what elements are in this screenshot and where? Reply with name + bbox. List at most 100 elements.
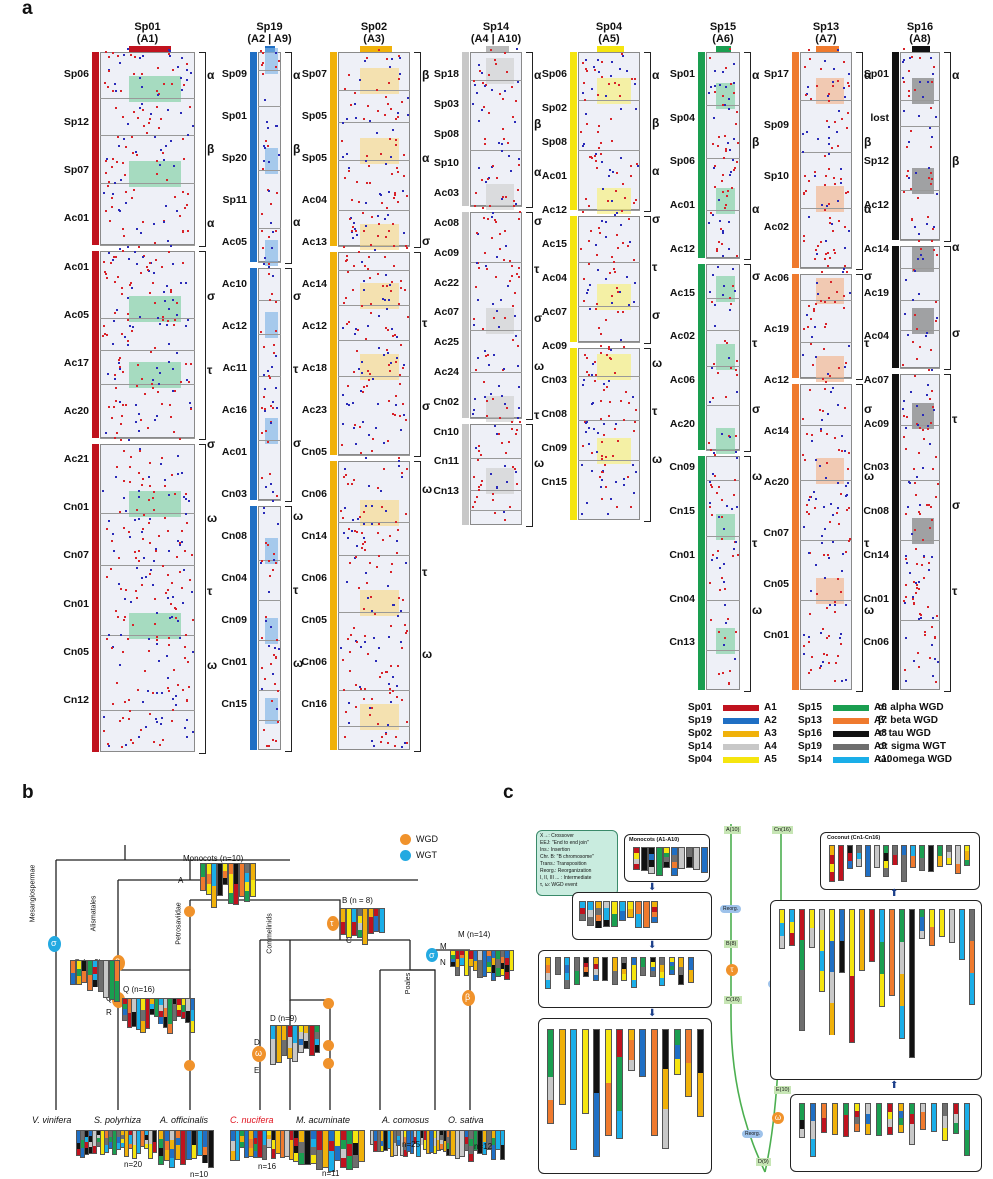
synteny-dot [181,586,184,589]
synteny-dot [605,221,608,224]
event-symbol: α [207,215,215,230]
synteny-dot [127,122,130,125]
synteny-dot [363,540,366,543]
synteny-dot [377,315,380,318]
event-symbol: τ [752,536,758,551]
key-line-3: Ins.: Insertion [540,847,571,853]
synteny-dot [735,160,738,163]
event-symbol: σ [752,402,761,417]
synteny-dot [105,209,108,212]
synteny-dot [802,417,805,420]
synteny-dot [826,252,829,255]
synteny-dot [167,494,170,497]
chromosome-bar [854,1103,860,1132]
synteny-dot [128,531,131,534]
synteny-dot [903,313,906,316]
synteny-dot [186,204,189,207]
chromosome-bar [564,957,570,989]
block-separator [800,152,852,153]
synteny-dot [918,346,921,349]
synteny-dot [352,371,355,374]
block-separator [100,710,195,711]
syntenic-highlight [264,312,278,338]
legend-species: Sp02 [688,728,712,739]
event-bracket [856,384,863,692]
event-omega-badge: ω [772,1112,784,1124]
legend-row: Sp02 A3 Sp16 A8 [688,727,908,740]
synteny-dot [913,601,916,604]
synteny-dot [383,442,386,445]
synteny-dot [153,740,156,743]
synteny-dot [153,598,156,601]
chromosome-bar [685,847,693,868]
legend-species: Sp15 [798,702,822,713]
chromosome-bar [939,909,945,938]
synteny-dot [516,416,519,419]
synteny-dot [504,317,507,320]
synteny-dot [609,348,612,351]
synteny-dot [168,549,171,552]
synteny-dot [930,106,933,109]
synteny-dot [369,714,372,717]
legend-species: Sp19 [688,715,712,726]
synteny-dot [515,483,518,486]
synteny-dot [168,644,171,647]
synteny-dot [156,643,159,646]
synteny-dot [271,246,274,249]
synteny-dot [393,414,396,417]
synteny-dot [824,388,827,391]
synteny-dot [353,91,356,94]
synteny-dot [158,535,161,538]
block-separator [800,540,852,541]
chromosome-bar [583,957,589,978]
chromosome-bar [819,909,825,993]
synteny-dot [379,193,381,196]
event-symbol: α [752,68,760,82]
synteny-dot [516,48,519,51]
row-label: Ac18 [301,362,327,374]
synteny-dot [386,284,389,287]
block-separator [706,536,740,537]
clade-alismatales: Alismatales [90,895,98,932]
column-color-bar [596,46,625,52]
synteny-dot [828,557,831,560]
synteny-dot [387,636,390,639]
synteny-dot [635,162,638,165]
syntenic-highlight [485,58,515,84]
synteny-dot [477,357,480,360]
synteny-dot [123,235,125,238]
synteny-dot [907,90,910,93]
synteny-dot [723,562,726,565]
synteny-dot [371,610,374,613]
synteny-dot [351,519,354,522]
chromosome-strip [330,461,337,750]
synteny-dot [406,468,409,471]
synteny-dot [181,540,184,543]
synteny-dot [168,616,171,619]
synteny-dot [113,319,116,322]
synteny-dot [138,550,141,553]
synteny-dot [186,319,189,322]
synteny-dot [115,308,118,311]
event-symbol: α [864,201,872,216]
chromosome-strip [462,212,469,418]
synteny-dot [809,58,812,61]
synteny-dot [267,440,269,443]
synteny-dot [178,541,181,544]
syntenic-highlight [815,578,845,604]
synteny-dot [137,246,140,249]
synteny-dot [368,277,371,280]
synteny-dot [918,665,921,668]
block-separator [706,405,740,406]
event-symbol: τ [534,407,540,422]
event-symbol: σ [207,289,216,304]
synteny-dot [517,218,520,221]
synteny-dot [837,110,840,113]
synteny-dot [828,99,830,102]
synteny-dot [395,336,398,339]
chromosome-bar [678,957,684,985]
synteny-dot [805,130,808,133]
wgt-marker-sigma [48,936,61,952]
syntenic-highlight [596,354,631,380]
event-symbol: τ [207,584,213,599]
